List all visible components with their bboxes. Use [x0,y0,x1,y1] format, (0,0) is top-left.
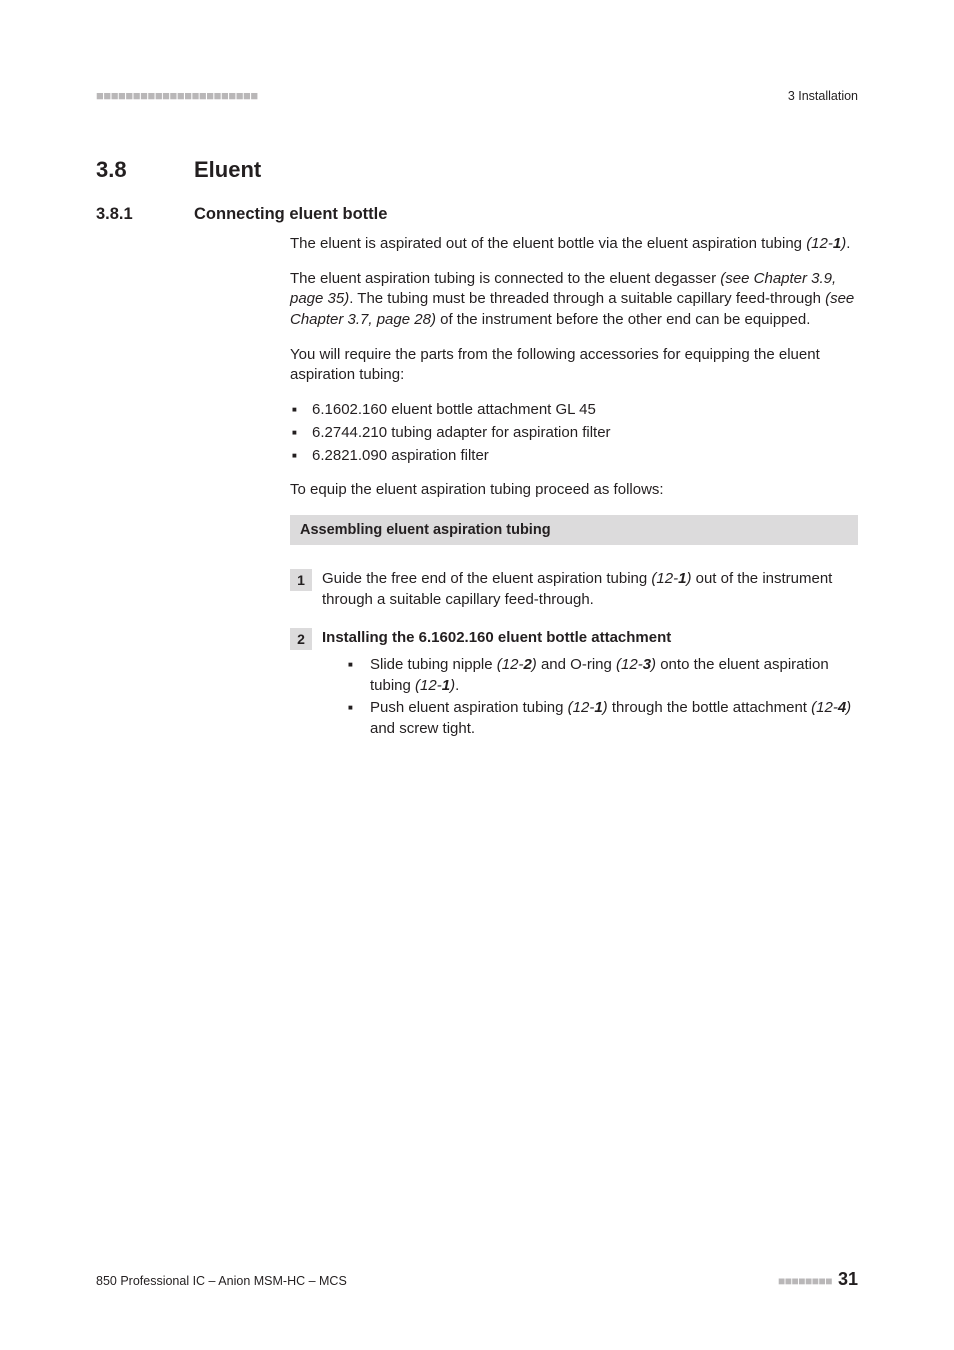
ref-text: (12- [568,699,595,716]
text: Push eluent aspiration tubing [370,699,568,716]
page-footer: 850 Professional IC – Anion MSM-HC – MCS… [96,1269,858,1290]
step-number-badge: 1 [290,569,312,591]
section-title: Eluent [194,157,261,182]
footer-right: ■■■■■■■■ 31 [778,1269,858,1290]
ref-bold: 1 [442,677,450,694]
procedure-title-band: Assembling eluent aspiration tubing [290,515,858,545]
step-title: Installing the 6.1602.160 eluent bottle … [322,628,858,649]
list-item: Push eluent aspiration tubing (12-1) thr… [348,698,858,739]
subsection-title: Connecting eluent bottle [194,205,387,223]
body-content: The eluent is aspirated out of the eluen… [290,234,858,742]
text: of the instrument before the other end c… [436,311,810,328]
paragraph: The eluent is aspirated out of the eluen… [290,234,858,255]
text: Slide tubing nipple [370,656,497,673]
ref-text: ) [846,699,851,716]
ref-text: (12- [415,677,442,694]
paragraph: You will require the parts from the foll… [290,345,858,386]
ref-text: (12- [616,656,643,673]
ref-text: (12- [651,570,678,587]
list-item: Slide tubing nipple (12-2) and O-ring (1… [348,655,858,696]
subsection-number: 3.8.1 [96,205,194,224]
ref-bold: 2 [523,656,531,673]
text: . The tubing must be threaded through a … [349,290,825,307]
page-header: ■■■■■■■■■■■■■■■■■■■■■■ 3 Installation [96,88,858,103]
ref-text: (12- [497,656,524,673]
step-sublist: Slide tubing nipple (12-2) and O-ring (1… [322,655,858,740]
text: . [455,677,459,694]
step: 2 Installing the 6.1602.160 eluent bottl… [290,628,858,741]
text: The eluent is aspirated out of the eluen… [290,235,806,252]
text: and screw tight. [370,720,475,737]
step-number-badge: 2 [290,628,312,650]
ref-bold: 4 [838,699,846,716]
section-heading: 3.8Eluent [96,157,858,183]
text: Guide the free end of the eluent aspirat… [322,570,651,587]
subsection-heading: 3.8.1Connecting eluent bottle [96,205,858,224]
ref-text: (12- [811,699,838,716]
step-body: Installing the 6.1602.160 eluent bottle … [322,628,858,741]
footer-bars-icon: ■■■■■■■■ [778,1274,832,1288]
text: The eluent aspiration tubing is connecte… [290,270,720,287]
header-chapter-label: 3 Installation [788,89,858,103]
text: . [846,235,850,252]
header-bars-icon: ■■■■■■■■■■■■■■■■■■■■■■ [96,88,258,103]
text: and O-ring [537,656,616,673]
text: through the bottle attachment [608,699,811,716]
ref-bold: 1 [833,235,841,252]
ref-bold: 3 [643,656,651,673]
list-item: 6.2744.210 tubing adapter for aspiration… [290,423,858,444]
list-item: 6.2821.090 aspiration filter [290,446,858,467]
footer-doc-title: 850 Professional IC – Anion MSM-HC – MCS [96,1274,347,1288]
ref-text: (12- [806,235,833,252]
parts-list: 6.1602.160 eluent bottle attachment GL 4… [290,400,858,466]
paragraph: To equip the eluent aspiration tubing pr… [290,480,858,501]
paragraph: The eluent aspiration tubing is connecte… [290,269,858,331]
section-number: 3.8 [96,157,194,183]
step-body: Guide the free end of the eluent aspirat… [322,569,858,610]
list-item: 6.1602.160 eluent bottle attachment GL 4… [290,400,858,421]
ref-bold: 1 [594,699,602,716]
step: 1 Guide the free end of the eluent aspir… [290,569,858,610]
footer-page-number: 31 [838,1269,858,1289]
